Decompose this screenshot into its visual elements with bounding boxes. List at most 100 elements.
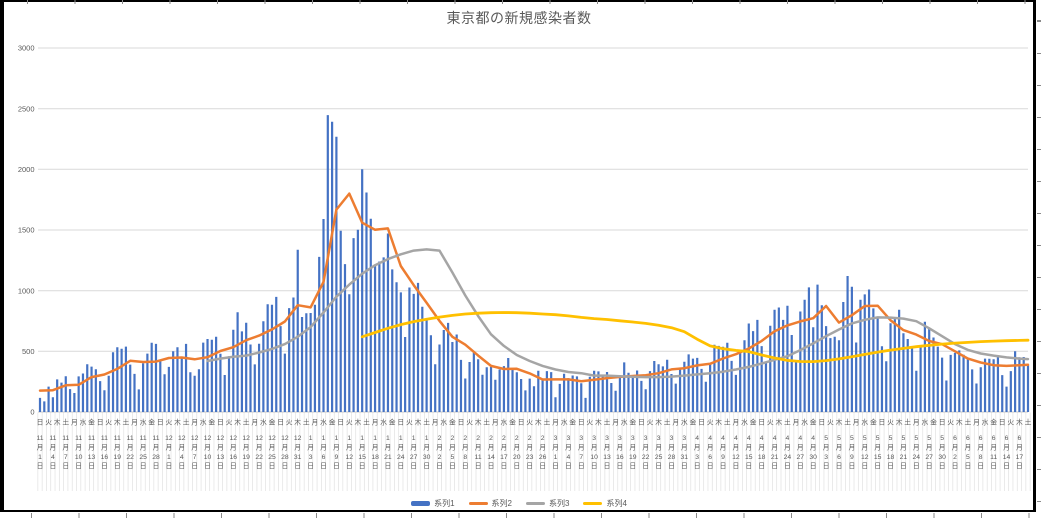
x-weekday-label: 月 (372, 419, 379, 427)
y-tick-label: 0 (30, 408, 34, 417)
x-date-label: 4 月 21 日 (771, 435, 779, 470)
x-weekday-label: 木 (355, 418, 362, 427)
x-weekday-label: 火 (346, 419, 353, 427)
x-weekday-label: 水 (621, 418, 628, 427)
x-date-label: 2 月 14 日 (487, 435, 495, 470)
x-weekday-label: 金 (148, 418, 155, 427)
x-weekday-label: 火 (286, 419, 293, 427)
x-weekday-label: 火 (526, 419, 533, 427)
x-weekday-label: 水 (922, 418, 929, 427)
x-weekday-label: 水 (140, 418, 147, 427)
x-date-label: 3 月 10 日 (590, 435, 598, 470)
x-weekday-label: 土 (844, 418, 851, 427)
x-weekday-label: 火 (466, 419, 473, 427)
x-weekday-label: 木 (174, 418, 181, 427)
x-weekday-label: 火 (45, 419, 52, 427)
x-weekday-label: 月 (793, 419, 800, 427)
x-date-label: 11 月 13 日 (88, 435, 96, 470)
x-date-label: 5 月 27 日 (925, 435, 933, 470)
x-weekday-label: 日 (518, 419, 525, 427)
x-weekday-label: 月 (71, 419, 78, 427)
x-weekday-label: 水 (200, 418, 207, 427)
x-weekday-label: 水 (320, 418, 327, 427)
x-weekday-label: 木 (655, 418, 662, 427)
x-date-label: 4 月 15 日 (745, 435, 753, 470)
x-weekday-label: 月 (853, 419, 860, 427)
x-axis-date-labels: 11 月 1 日 11 月 4 日 11 月 7 日 11 月 10 日 11 月 13 日 11 月 16 日 11 月 19 日 1… (36, 435, 1023, 470)
x-weekday-label: 月 (251, 419, 258, 427)
x-weekday-label: 金 (269, 418, 276, 427)
x-weekday-label: 日 (37, 419, 44, 427)
x-date-label: 12 月 4 日 (178, 435, 186, 470)
x-date-label: 12 月 19 日 (242, 435, 250, 470)
x-weekday-label: 木 (1016, 418, 1023, 427)
x-weekday-label: 木 (535, 418, 542, 427)
x-date-label: 4 月 27 日 (797, 435, 805, 470)
x-date-label: 3 月 13 日 (603, 435, 611, 470)
x-weekday-label: 木 (114, 418, 121, 427)
line-系列3[interactable] (206, 248, 1030, 379)
line-系列4[interactable] (360, 311, 1030, 364)
sheet-column-gridline-ticks-top (0, 0, 1036, 4)
x-weekday-label: 水 (380, 418, 387, 427)
x-date-label: 2 月 11 日 (475, 435, 482, 470)
x-weekday-label: 木 (776, 418, 783, 427)
y-tick-label: 1000 (18, 286, 35, 295)
x-date-label: 3 月 25 日 (655, 435, 663, 470)
legend-item-系列2[interactable]: 系列2 (468, 498, 512, 509)
x-weekday-label: 金 (509, 418, 516, 427)
x-weekday-label: 木 (896, 418, 903, 427)
x-date-label: 2 月 26 日 (539, 435, 547, 470)
x-weekday-label: 日 (277, 419, 284, 427)
x-weekday-label: 土 (664, 418, 671, 427)
x-date-label: 2 月 20 日 (513, 435, 521, 470)
legend-item-系列3[interactable]: 系列3 (526, 498, 569, 509)
legend-label: 系列2 (491, 498, 512, 508)
chart-object[interactable] (0, 0, 1036, 512)
x-weekday-label: 月 (733, 419, 740, 427)
x-weekday-label: 火 (586, 419, 593, 427)
x-date-label: 11 月 7 日 (62, 435, 69, 470)
bars-series1[interactable] (38, 115, 1030, 412)
sheet-row-gridline-ticks-right (1037, 0, 1041, 513)
sheet-column-gridline-ticks-bottom (0, 513, 1041, 518)
x-weekday-label: 金 (690, 418, 697, 427)
x-weekday-label: 金 (208, 418, 215, 427)
x-weekday-label: 月 (131, 419, 138, 427)
x-date-label: 11 月 10 日 (75, 435, 83, 470)
x-weekday-label: 火 (406, 419, 413, 427)
x-weekday-label: 土 (544, 418, 551, 427)
x-date-label: 11 月 25 日 (139, 435, 147, 470)
x-weekday-label: 火 (226, 419, 233, 427)
y-tick-label: 3000 (18, 44, 35, 53)
x-date-label: 1 月 12 日 (346, 435, 354, 470)
x-weekday-label: 水 (440, 418, 447, 427)
line-系列2[interactable] (38, 192, 1030, 392)
x-date-label: 11 月 19 日 (114, 435, 122, 470)
x-weekday-label: 火 (1007, 419, 1014, 427)
legend-item-系列4[interactable]: 系列4 (583, 498, 627, 509)
x-weekday-label: 日 (217, 419, 224, 427)
x-weekday-label: 水 (982, 418, 989, 427)
x-weekday-label: 金 (329, 418, 336, 427)
x-date-label: 3 月 22 日 (642, 435, 650, 470)
x-date-label: 5 月 21 日 (900, 435, 908, 470)
x-date-label: 1 月 15 日 (358, 435, 366, 470)
x-weekday-label: 木 (956, 418, 963, 427)
x-weekday-label: 土 (62, 418, 69, 427)
x-weekday-label: 木 (715, 418, 722, 427)
x-weekday-label: 日 (818, 419, 825, 427)
x-weekday-label: 土 (1025, 418, 1032, 427)
legend-item-系列1[interactable]: 系列1 (411, 498, 455, 509)
x-weekday-label: 金 (810, 418, 817, 427)
x-weekday-label: 日 (698, 419, 705, 427)
x-date-label: 2 月 17 日 (500, 435, 508, 470)
